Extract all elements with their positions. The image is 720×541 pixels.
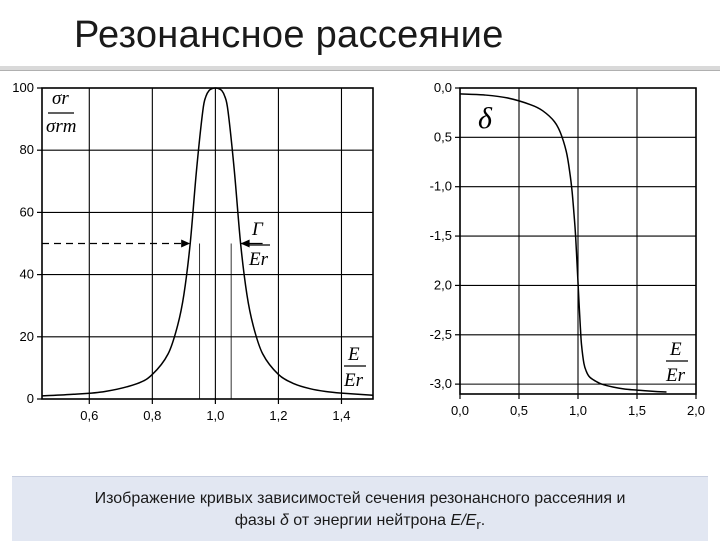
y-tick-label: 100 [12,80,34,95]
y-tick-label: 20 [20,329,34,344]
xlabel-er: Er [343,370,364,391]
ylabel-sigma-r: σr [52,88,69,109]
x-tick-label: 1,5 [628,403,646,418]
phase-xlabel-er: Er [665,365,686,386]
y-tick-label: 60 [20,204,34,219]
x-tick-label: 0,8 [143,408,161,423]
caption-text-b: от энергии нейтрона [288,512,451,529]
y-tick-label: 40 [20,267,34,282]
gamma-er-label: Er [248,249,269,270]
y-tick-label: -1,5 [430,228,452,243]
x-tick-label: 1,0 [569,403,587,418]
xlabel-e: E [347,344,360,365]
ylabel-delta: δ [478,102,493,135]
y-tick-label: 0 [27,391,34,406]
caption-math: E/E [450,512,477,529]
y-tick-label: 2,0 [434,277,452,292]
title-divider [0,66,720,70]
caption-panel [12,476,708,541]
y-tick-label: 80 [20,142,34,157]
y-tick-label: -1,0 [430,179,452,194]
phase-xlabel-e: E [669,339,682,360]
caption-end: . [480,512,486,529]
phase-frame [459,87,697,395]
caption-line-1: Изображение кривых зависимостей сечения … [94,490,626,507]
phase-marks [459,93,667,393]
caption-sub: r [476,517,481,533]
figure-caption: Изображение кривых зависимостей сечения … [12,488,708,536]
x-tick-label: 1,4 [332,408,350,423]
x-tick-label: 0,6 [80,408,98,423]
phase-ticks: 0,0 0,5 1,0 1,5 2,0 0,0 0,5 -1,0 -1,5 2,0 -2,5 -3,0 [430,80,705,418]
y-tick-label: -2,5 [430,327,452,342]
y-tick-label: -3,0 [430,376,452,391]
caption-delta: δ [279,512,289,529]
y-tick-label: 0,5 [434,129,452,144]
y-tick-label: 0,0 [434,80,452,95]
cross-section-ticks: 0,6 0,8 1,0 1,2 1,4 0 20 40 60 80 100 [12,80,350,423]
x-tick-label: 1,0 [206,408,224,423]
cross-section-frame [41,87,374,400]
title-divider-line [0,70,720,71]
x-tick-label: 1,2 [269,408,287,423]
ylabel-sigma-rm: σrm [46,116,77,137]
width-arrow-right [240,239,250,248]
phase-grid [459,87,697,394]
x-tick-label: 2,0 [687,403,705,418]
width-arrow-left [181,239,191,248]
page-title: Резонансное рассеяние [74,14,504,56]
caption-text-a: фазы [234,512,280,529]
x-tick-label: 0,0 [451,403,469,418]
gamma-label: Γ [251,219,264,240]
caption-line-2: фазы δ от энергии нейтрона E/Er. [12,510,708,536]
data-series-line [459,93,667,393]
x-tick-label: 0,5 [510,403,528,418]
